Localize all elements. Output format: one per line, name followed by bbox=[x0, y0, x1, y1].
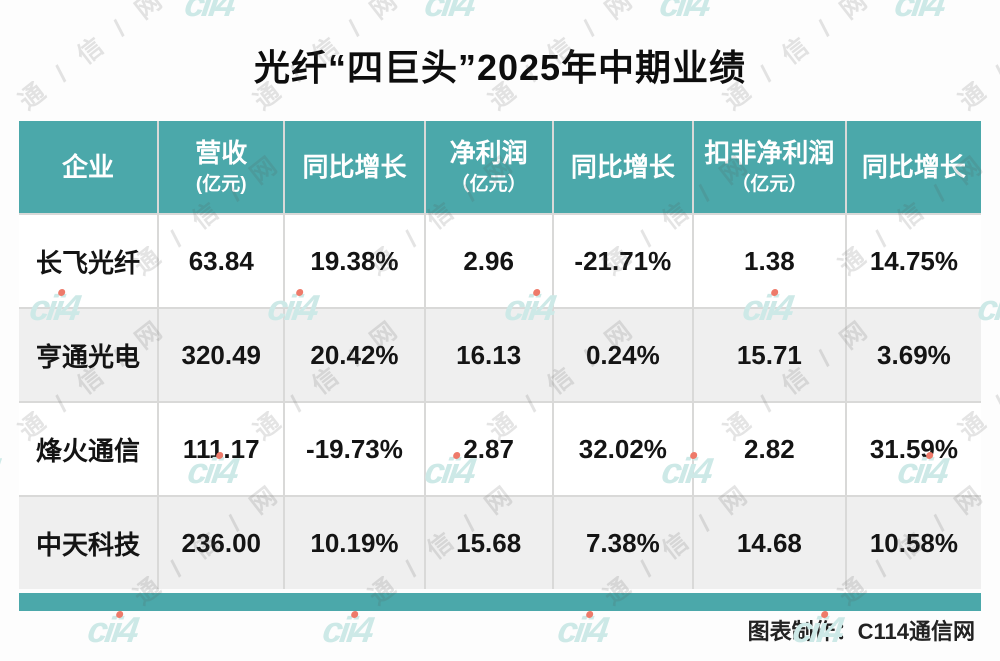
cell-non-gaap-yoy: 14.75% bbox=[846, 215, 981, 307]
cell-revenue-yoy: 10.19% bbox=[285, 497, 424, 589]
col-header-label: 净利润 bbox=[449, 138, 528, 169]
cell-revenue: 111.17 bbox=[159, 403, 284, 495]
cell-net-profit: 16.13 bbox=[425, 309, 552, 401]
cell-net-profit: 15.68 bbox=[425, 497, 552, 589]
cell-non-gaap-yoy: 31.59% bbox=[846, 403, 981, 495]
cell-revenue-yoy: 19.38% bbox=[285, 215, 424, 307]
col-header-label: 同比增长 bbox=[570, 151, 675, 182]
col-header-label: 同比增长 bbox=[861, 151, 966, 182]
page-title: 光纤“四巨头”2025年中期业绩 bbox=[253, 47, 747, 88]
cell-non-gaap: 2.82 bbox=[693, 403, 845, 495]
col-header-label: 企业 bbox=[62, 151, 115, 182]
cell-revenue: 63.84 bbox=[159, 215, 284, 307]
cell-company: 烽火通信 bbox=[19, 403, 158, 495]
cell-revenue: 320.49 bbox=[159, 309, 284, 401]
col-header-label: 扣非净利润 bbox=[704, 138, 835, 169]
col-header-unit: (亿元) bbox=[195, 173, 247, 195]
col-header-unit: （亿元） bbox=[450, 173, 527, 195]
col-header-label: 同比增长 bbox=[302, 151, 407, 182]
cell-company: 亨通光电 bbox=[19, 309, 158, 401]
results-table: 企业 营收 (亿元) 同比增长 净利润 （亿元） 同比增长 扣非净利润 （亿元）… bbox=[19, 121, 981, 589]
cell-non-gaap: 14.68 bbox=[693, 497, 845, 589]
cell-non-gaap-yoy: 10.58% bbox=[846, 497, 981, 589]
cell-revenue-yoy: -19.73% bbox=[285, 403, 424, 495]
cell-non-gaap: 1.38 bbox=[693, 215, 845, 307]
cell-revenue-yoy: 20.42% bbox=[285, 309, 424, 401]
col-header-net-profit: 净利润 （亿元） bbox=[425, 121, 552, 213]
cell-net-profit: 2.96 bbox=[425, 215, 552, 307]
cell-net-profit-yoy: -21.71% bbox=[553, 215, 692, 307]
cell-company: 中天科技 bbox=[19, 497, 158, 589]
cell-non-gaap: 15.71 bbox=[693, 309, 845, 401]
credit-text: 图表制作：C114通信网 bbox=[747, 619, 975, 644]
col-header-label: 营收 bbox=[195, 138, 248, 169]
cell-non-gaap-yoy: 3.69% bbox=[846, 309, 981, 401]
cell-net-profit-yoy: 7.38% bbox=[553, 497, 692, 589]
col-header-net-profit-yoy: 同比增长 bbox=[553, 121, 692, 213]
cell-net-profit-yoy: 32.02% bbox=[553, 403, 692, 495]
cell-company: 长飞光纤 bbox=[19, 215, 158, 307]
col-header-non-gaap-yoy: 同比增长 bbox=[846, 121, 981, 213]
col-header-unit: （亿元） bbox=[731, 173, 808, 195]
col-header-non-gaap: 扣非净利润 （亿元） bbox=[693, 121, 845, 213]
bottom-accent-bar bbox=[19, 593, 981, 611]
col-header-company: 企业 bbox=[19, 121, 158, 213]
cell-net-profit: 2.87 bbox=[425, 403, 552, 495]
cell-revenue: 236.00 bbox=[159, 497, 284, 589]
col-header-revenue-yoy: 同比增长 bbox=[285, 121, 424, 213]
col-header-revenue: 营收 (亿元) bbox=[159, 121, 284, 213]
cell-net-profit-yoy: 0.24% bbox=[553, 309, 692, 401]
